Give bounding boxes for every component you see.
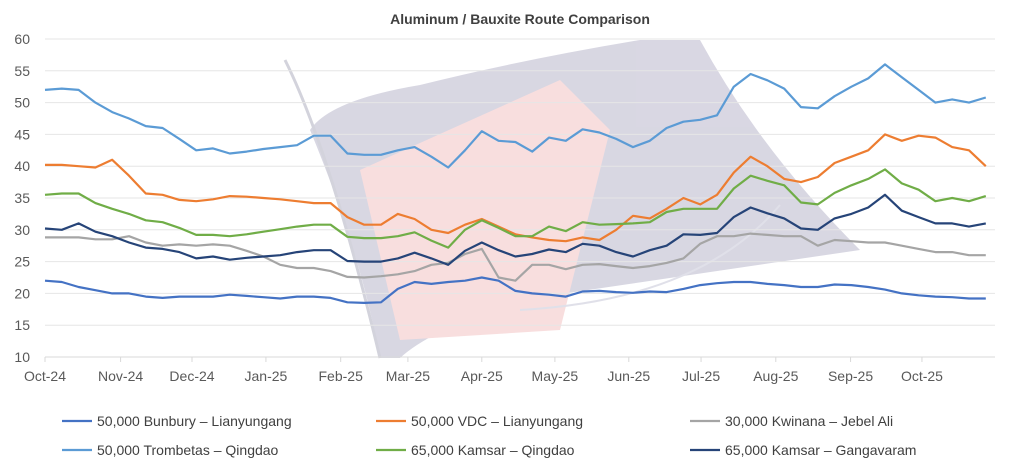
legend-label: 30,000 Kwinana – Jebel Ali	[725, 413, 893, 429]
y-tick-label: 35	[14, 190, 30, 206]
series-line-5	[44, 193, 987, 266]
legend-item: 50,000 Bunbury – Lianyungang	[62, 413, 292, 429]
x-tick-label: Sep-25	[828, 368, 873, 384]
x-tick-label: Dec-24	[169, 368, 214, 384]
legend-label: 50,000 Bunbury – Lianyungang	[97, 413, 292, 429]
x-tick-label: Feb-25	[319, 368, 364, 384]
legend-item: 50,000 VDC – Lianyungang	[376, 413, 583, 429]
y-tick-label: 20	[14, 285, 30, 301]
y-tick-label: 15	[14, 317, 30, 333]
series-line-1	[45, 133, 987, 243]
x-tick-label: Jun-25	[607, 368, 650, 384]
series-line-4	[44, 168, 987, 249]
series-line-3	[44, 63, 987, 169]
x-tick-label: Mar-25	[386, 368, 431, 384]
x-tick-label: Jan-25	[245, 368, 288, 384]
x-tick-label: Aug-25	[753, 368, 798, 384]
legend: 50,000 Bunbury – Lianyungang 50,000 VDC –…	[62, 413, 916, 458]
chart-title: Aluminum / Bauxite Route Comparison	[390, 11, 650, 27]
y-tick-label: 10	[14, 349, 30, 365]
y-tick-label: 30	[14, 222, 30, 238]
x-tick-label: Nov-24	[98, 368, 143, 384]
x-tick-label: May-25	[532, 368, 579, 384]
legend-item: 65,000 Kamsar – Qingdao	[376, 442, 575, 458]
y-tick-label: 60	[14, 31, 30, 47]
legend-label: 50,000 VDC – Lianyungang	[411, 413, 583, 429]
y-tick-label: 55	[14, 63, 30, 79]
y-tick-label: 25	[14, 254, 30, 270]
legend-label: 50,000 Trombetas – Qingdao	[97, 442, 279, 458]
legend-item: 30,000 Kwinana – Jebel Ali	[690, 413, 893, 429]
x-tick-label: Apr-25	[461, 368, 503, 384]
watermark-logo	[283, 40, 860, 359]
legend-label: 65,000 Kamsar – Gangavaram	[725, 442, 916, 458]
legend-item: 50,000 Trombetas – Qingdao	[62, 442, 279, 458]
series-line-0	[44, 276, 986, 304]
x-tick-label: Oct-25	[901, 368, 943, 384]
legend-item: 65,000 Kamsar – Gangavaram	[690, 442, 916, 458]
series-line-2	[45, 232, 986, 282]
legend-label: 65,000 Kamsar – Qingdao	[411, 442, 575, 458]
x-tick-label: Oct-24	[24, 368, 66, 384]
y-tick-label: 40	[14, 158, 30, 174]
y-tick-label: 45	[14, 126, 30, 142]
x-tick-label: Jul-25	[682, 368, 720, 384]
y-tick-label: 50	[14, 95, 30, 111]
